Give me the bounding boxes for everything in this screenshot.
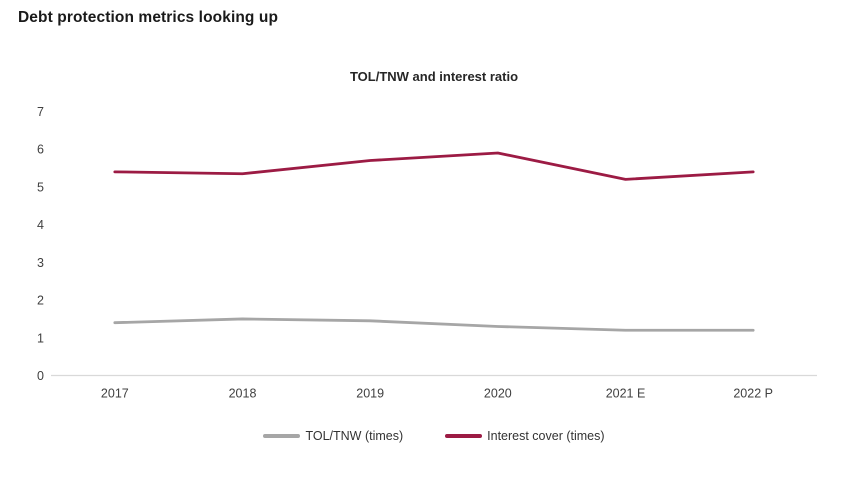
legend-item: Interest cover (times) <box>445 429 605 443</box>
y-axis-tick-label: 7 <box>37 105 44 119</box>
y-axis-tick-label: 2 <box>37 294 44 308</box>
x-axis-tick-label: 2018 <box>229 387 257 401</box>
series-line-interest-cover <box>113 151 755 181</box>
y-axis-tick-label: 0 <box>37 369 44 383</box>
legend-line-swatch <box>263 434 301 438</box>
x-axis-tick-label: 2020 <box>484 387 512 401</box>
legend-label: Interest cover (times) <box>487 429 605 443</box>
chart-title: TOL/TNW and interest ratio <box>349 69 519 84</box>
y-axis-tick-label: 3 <box>37 256 44 270</box>
y-axis-tick-label: 5 <box>37 180 44 194</box>
series-line-tol-tnw <box>113 317 755 332</box>
y-axis-tick-label: 6 <box>37 143 44 157</box>
legend-line-swatch <box>445 434 483 438</box>
x-axis-tick-label: 2019 <box>356 387 384 401</box>
x-axis-tick-label: 2017 <box>101 387 129 401</box>
x-axis-tick-label: 2021 E <box>606 387 646 401</box>
y-axis-tick-label: 1 <box>37 331 44 345</box>
x-axis-tick-label: 2022 P <box>733 387 773 401</box>
y-axis-tick-label: 4 <box>37 218 44 232</box>
legend-item: TOL/TNW (times) <box>263 429 403 443</box>
legend-label: TOL/TNW (times) <box>305 429 404 443</box>
chart-legend: TOL/TNW (times) Interest cover (times) <box>51 429 817 443</box>
page-title: Debt protection metrics looking up <box>18 9 279 26</box>
